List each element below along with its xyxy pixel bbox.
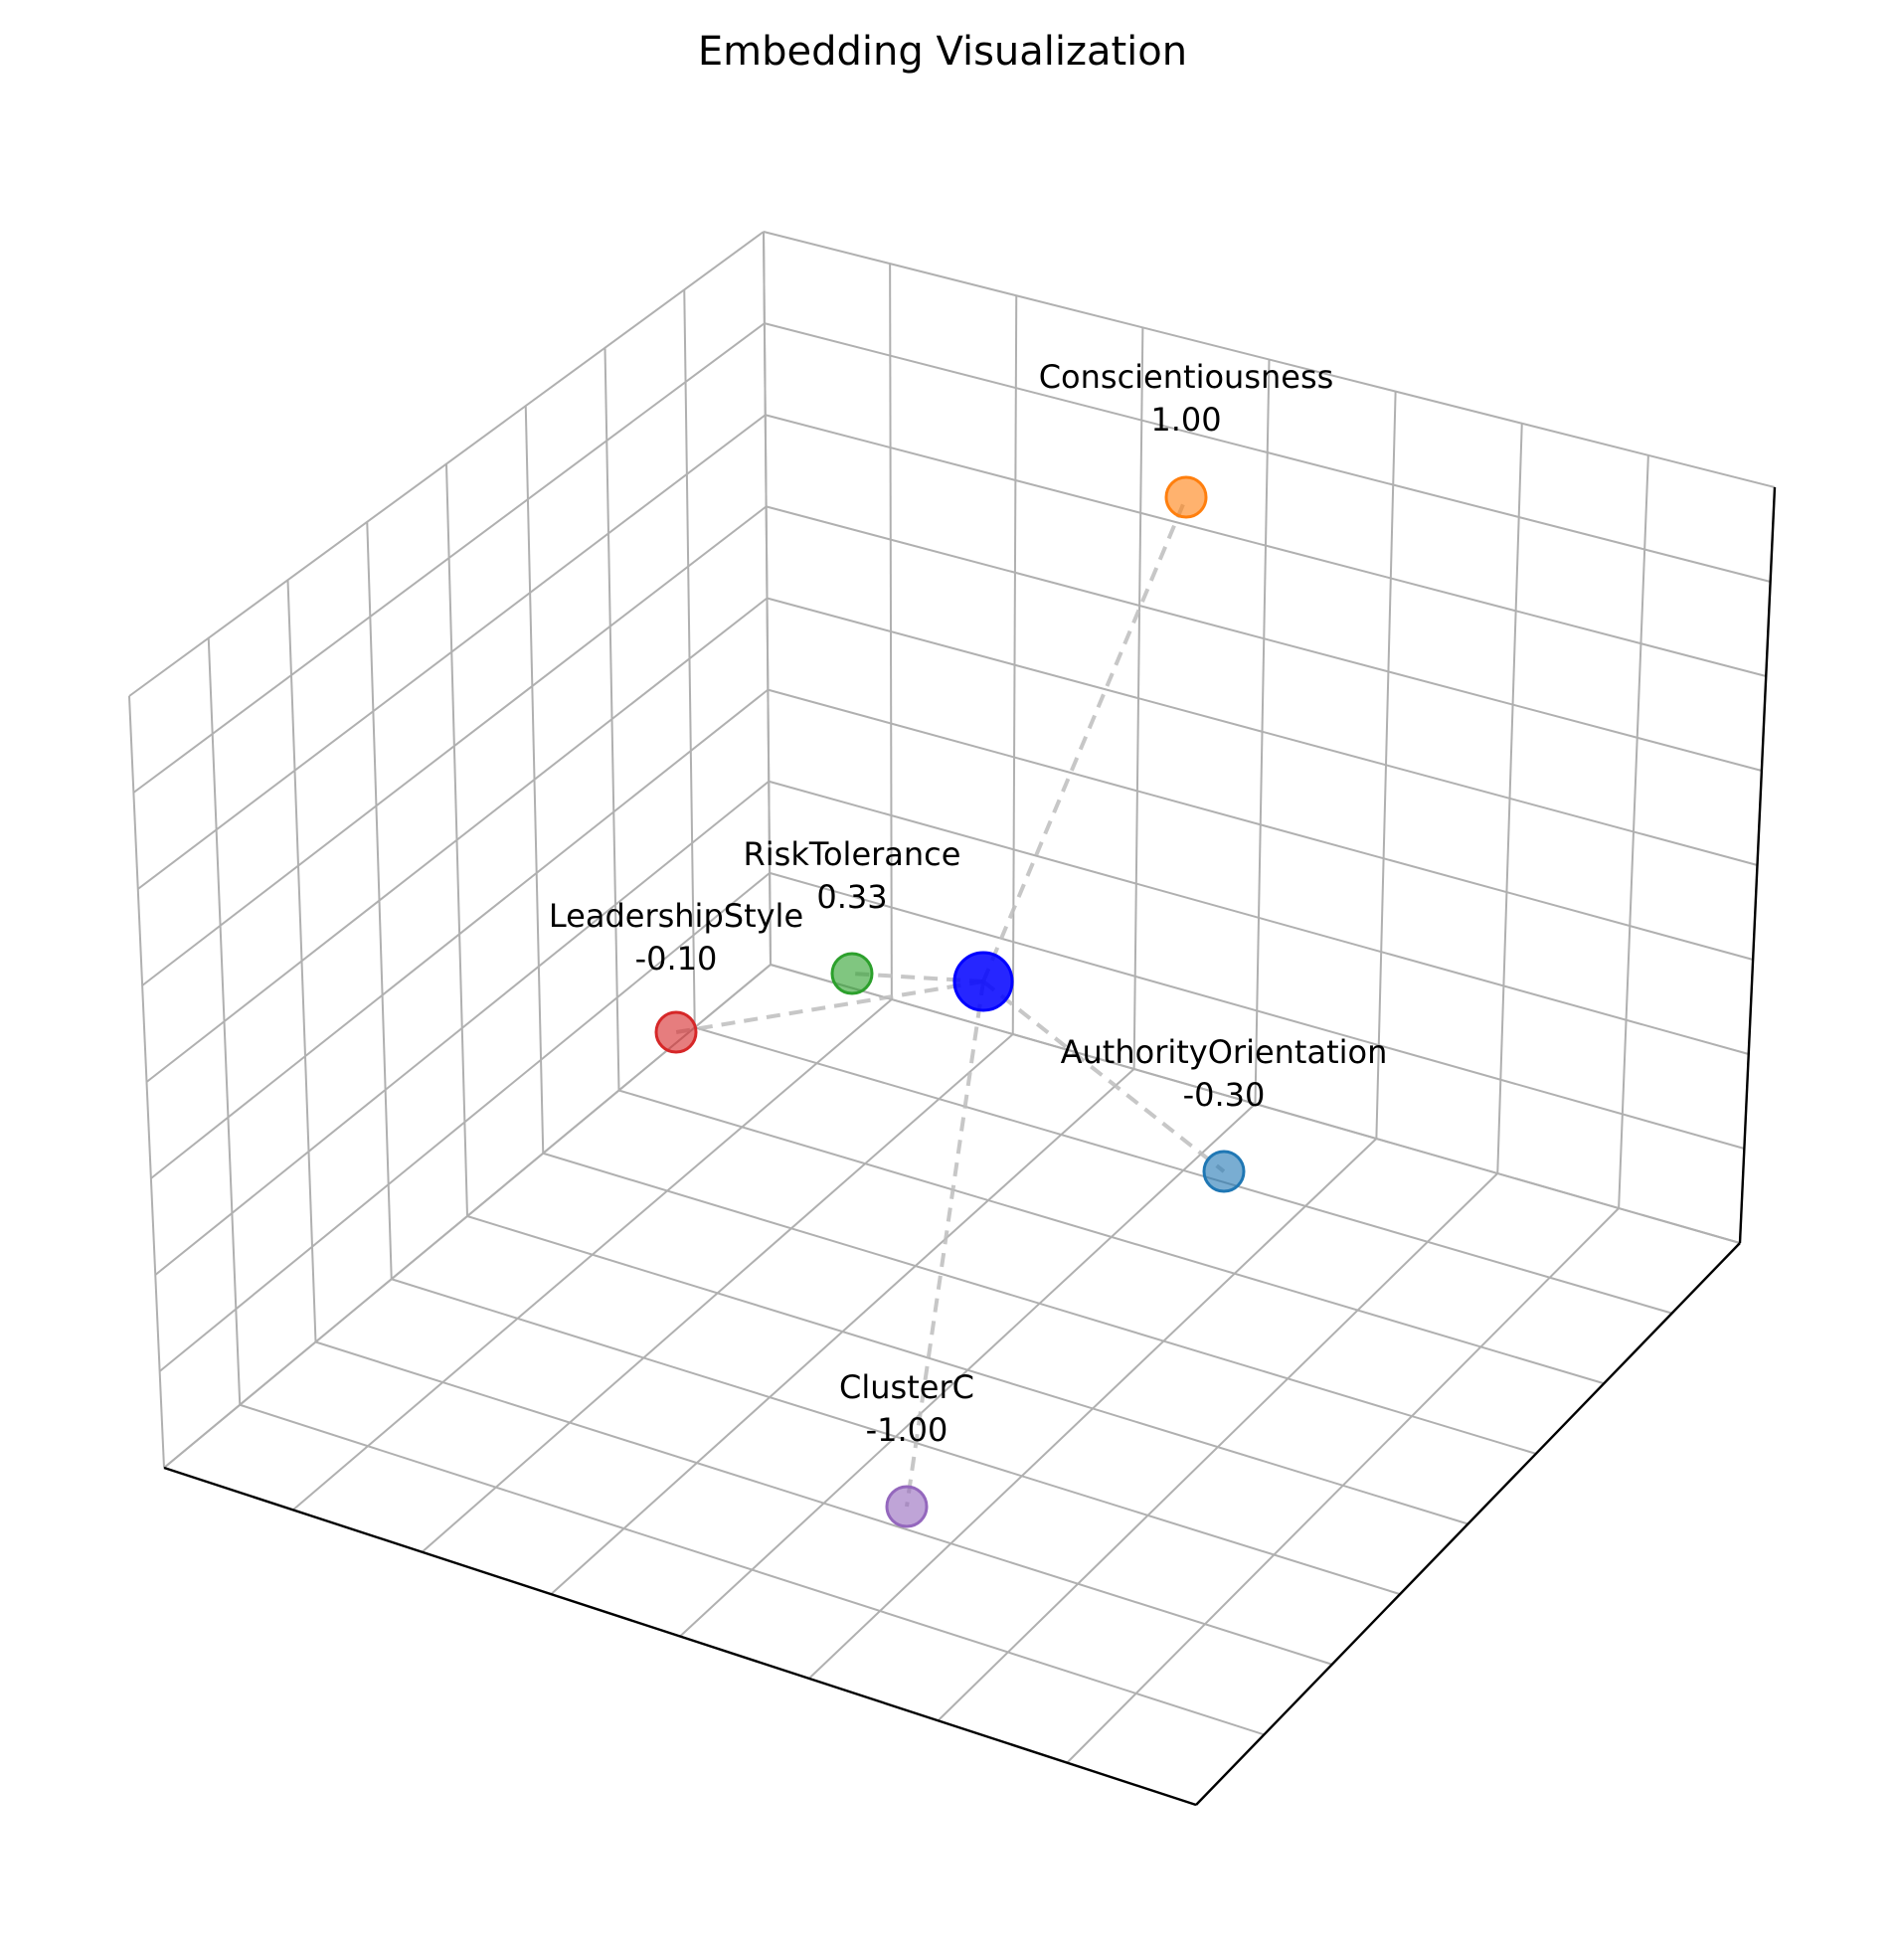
point-risktolerance xyxy=(830,952,874,995)
grid-line xyxy=(1496,423,1523,1174)
grid-line xyxy=(618,1089,1605,1385)
point-leadershipstyle xyxy=(654,1010,698,1054)
point-authorityorientation xyxy=(1202,1150,1246,1193)
point-value-label: 0.33 xyxy=(816,878,887,916)
link-clusterc xyxy=(905,980,985,1508)
grid-line xyxy=(808,1138,1378,1680)
point-value-label: -1.00 xyxy=(866,1411,948,1449)
x-axis-line xyxy=(163,1466,1197,1807)
point-conscientiousness xyxy=(1164,475,1208,519)
grid-line xyxy=(683,289,696,1028)
point-value-label: 1.00 xyxy=(1150,401,1221,439)
link-authorityorientation xyxy=(981,980,1226,1173)
connection-lines xyxy=(675,496,1226,1508)
grid-line xyxy=(150,688,769,1179)
grid-line xyxy=(769,871,1745,1150)
grid-line xyxy=(524,406,545,1154)
grid-line xyxy=(1618,454,1649,1209)
point-name-label: LeadershipStyle xyxy=(549,897,803,935)
link-conscientiousness xyxy=(981,496,1188,982)
grid-line xyxy=(694,1026,1672,1315)
grid-line xyxy=(158,872,771,1372)
grid-line xyxy=(768,688,1754,961)
point-clusterc xyxy=(885,1485,929,1528)
grid-line xyxy=(937,1172,1498,1721)
axis-lines xyxy=(163,486,1777,1807)
point-name-label: RiskTolerance xyxy=(744,835,961,873)
grid-line xyxy=(542,1152,1537,1455)
grid-line xyxy=(466,1215,1468,1525)
grid-line xyxy=(770,964,1741,1244)
link-leadershipstyle xyxy=(675,980,984,1034)
point-value-label: -0.30 xyxy=(1183,1076,1266,1114)
grid-line xyxy=(768,780,1750,1055)
grid-left-wall xyxy=(128,231,772,1469)
grid-line xyxy=(154,780,770,1276)
grid-line xyxy=(1254,359,1271,1105)
grid-line xyxy=(603,347,620,1091)
y-axis-line xyxy=(1195,1242,1741,1806)
point-name-label: ClusterC xyxy=(839,1368,974,1406)
data-points xyxy=(654,475,1246,1528)
chart-title: Embedding Visualization xyxy=(698,29,1187,75)
point-value-label: -0.10 xyxy=(635,940,718,978)
grid-line xyxy=(1375,391,1397,1140)
grid-line xyxy=(445,463,468,1217)
point-name-label: Conscientiousness xyxy=(1039,358,1334,396)
point-name-label: AuthorityOrientation xyxy=(1061,1033,1388,1071)
grid-line xyxy=(763,231,772,966)
z-axis-line xyxy=(1738,486,1777,1244)
point-labels: Conscientiousness 1.00 RiskTolerance 0.33 Le… xyxy=(549,358,1388,1449)
grid-line xyxy=(1066,1207,1620,1764)
center-point xyxy=(952,951,1014,1012)
